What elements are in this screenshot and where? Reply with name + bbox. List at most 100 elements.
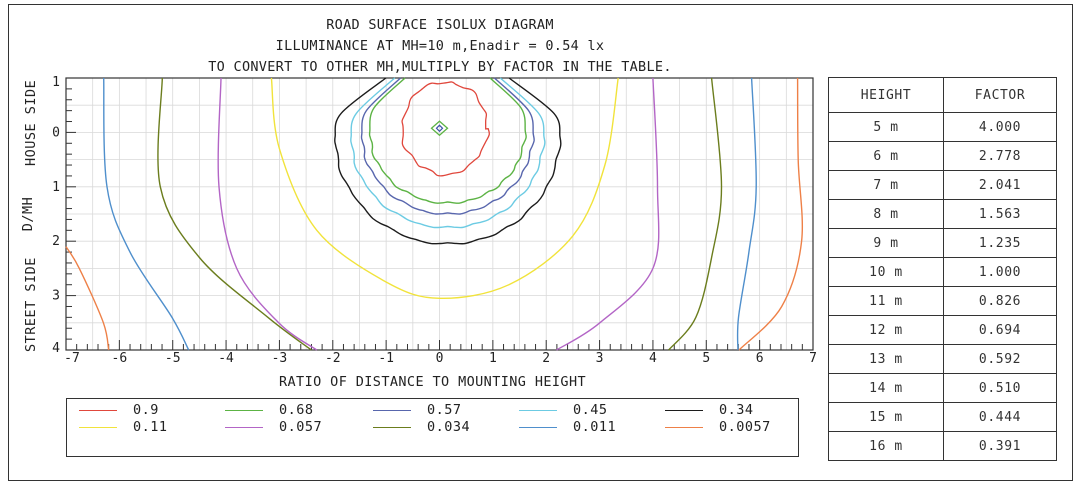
legend-item: 0.0057 [665, 418, 771, 436]
legend-label: 0.11 [133, 419, 168, 435]
y-tick-label: 4 [52, 341, 60, 356]
legend-label: 0.68 [279, 402, 314, 418]
legend-item: 0.34 [665, 401, 754, 419]
factor-cell: 2.778 [943, 141, 1057, 171]
contour-0-034-left [157, 77, 312, 351]
factor-cell: 0.444 [943, 402, 1057, 432]
height-factor-table: HEIGHT FACTOR 5 m 4.000 6 m 2.778 7 m 2.041 8 … [828, 77, 1057, 461]
legend-label: 0.34 [719, 402, 754, 418]
table-row: 15 m 0.444 [828, 402, 1057, 432]
x-tick-label: -3 [272, 351, 288, 366]
y-tick-label: 3 [52, 289, 60, 304]
legend-swatch [373, 426, 411, 428]
legend: 0.9 0.68 0.57 0.45 0.34 0.11 0.057 0.034 0.011 0.… [66, 398, 799, 457]
table-row: 8 m 1.563 [828, 199, 1057, 229]
legend-label: 0.57 [427, 402, 462, 418]
contour-0-057-right [556, 77, 660, 351]
height-cell: 10 m [828, 257, 944, 287]
x-tick-label: 5 [702, 351, 710, 366]
contour-0-68 [368, 77, 527, 204]
contour-0-9-ring [401, 81, 490, 177]
legend-swatch [79, 409, 117, 411]
chart-note: TO CONVERT TO OTHER MH,MULTIPLY BY FACTO… [208, 59, 672, 75]
height-cell: 14 m [828, 373, 944, 403]
legend-swatch [225, 426, 263, 428]
x-tick-label: -4 [218, 351, 234, 366]
table-row: 14 m 0.510 [828, 373, 1057, 403]
contour-0-0057-left [65, 246, 110, 351]
legend-item: 0.057 [225, 418, 322, 436]
y-tick-label: 1 [52, 75, 60, 90]
column-header-height: HEIGHT [828, 77, 944, 113]
legend-label: 0.034 [427, 419, 471, 435]
legend-label: 0.0057 [719, 419, 771, 435]
contour-0-011-right [736, 77, 757, 351]
legend-swatch [665, 409, 703, 411]
legend-swatch [519, 426, 557, 428]
chart-subtitle: ILLUMINANCE AT MH=10 m,Enadir = 0.54 lx [275, 38, 605, 54]
legend-item: 0.011 [519, 418, 616, 436]
factor-cell: 1.000 [943, 257, 1057, 287]
x-tick-label: 0 [436, 351, 444, 366]
table-row: 7 m 2.041 [828, 170, 1057, 200]
ylabel-house-side: HOUSE SIDE [23, 79, 39, 166]
x-tick-label: -7 [64, 351, 80, 366]
contour-0-034-right [668, 77, 723, 351]
height-cell: 16 m [828, 431, 944, 461]
x-axis-label: RATIO OF DISTANCE TO MOUNTING HEIGHT [279, 374, 586, 390]
legend-label: 0.9 [133, 402, 159, 418]
factor-cell: 0.510 [943, 373, 1057, 403]
x-tick-label: 6 [756, 351, 764, 366]
height-cell: 15 m [828, 402, 944, 432]
x-tick-label: 2 [542, 351, 550, 366]
table-row: 11 m 0.826 [828, 286, 1057, 316]
x-tick-label: 3 [596, 351, 604, 366]
factor-cell: 2.041 [943, 170, 1057, 200]
height-cell: 6 m [828, 141, 944, 171]
factor-cell: 0.592 [943, 344, 1057, 374]
contour-0-11 [270, 77, 619, 300]
legend-swatch [79, 426, 117, 428]
table-row: 13 m 0.592 [828, 344, 1057, 374]
table-header-row: HEIGHT FACTOR [828, 77, 1057, 113]
height-cell: 11 m [828, 286, 944, 316]
nadir-marker [435, 124, 444, 133]
factor-cell: 0.826 [943, 286, 1057, 316]
contour-0-057-left [217, 77, 318, 351]
contour-0-45 [350, 77, 546, 229]
table-row: 6 m 2.778 [828, 141, 1057, 171]
legend-item: 0.68 [225, 401, 314, 419]
factor-cell: 1.235 [943, 228, 1057, 258]
legend-item: 0.9 [79, 401, 159, 419]
factor-cell: 0.694 [943, 315, 1057, 345]
height-cell: 9 m [828, 228, 944, 258]
x-tick-label: -5 [165, 351, 181, 366]
legend-label: 0.057 [279, 419, 323, 435]
x-tick-label: -1 [378, 351, 394, 366]
legend-item: 0.45 [519, 401, 608, 419]
contour-0-34 [334, 77, 562, 245]
height-cell: 8 m [828, 199, 944, 229]
legend-swatch [665, 426, 703, 428]
contour-0-57 [360, 77, 535, 215]
height-cell: 7 m [828, 170, 944, 200]
legend-label: 0.45 [573, 402, 608, 418]
chart-title: ROAD SURFACE ISOLUX DIAGRAM [326, 17, 554, 33]
table-row: 5 m 4.000 [828, 112, 1057, 142]
y-tick-label: 0 [52, 125, 60, 140]
x-tick-label: 4 [649, 351, 657, 366]
legend-swatch [225, 409, 263, 411]
contour-0-0057-right [738, 77, 804, 351]
factor-cell: 4.000 [943, 112, 1057, 142]
ylabel-street-side: STREET SIDE [23, 257, 39, 352]
table-row: 12 m 0.694 [828, 315, 1057, 345]
x-tick-label: 1 [489, 351, 497, 366]
height-cell: 5 m [828, 112, 944, 142]
x-tick-label: -2 [325, 351, 341, 366]
legend-swatch [373, 409, 411, 411]
legend-item: 0.11 [79, 418, 168, 436]
table-row: 10 m 1.000 [828, 257, 1057, 287]
legend-item: 0.034 [373, 418, 470, 436]
table-row: 16 m 0.391 [828, 431, 1057, 461]
